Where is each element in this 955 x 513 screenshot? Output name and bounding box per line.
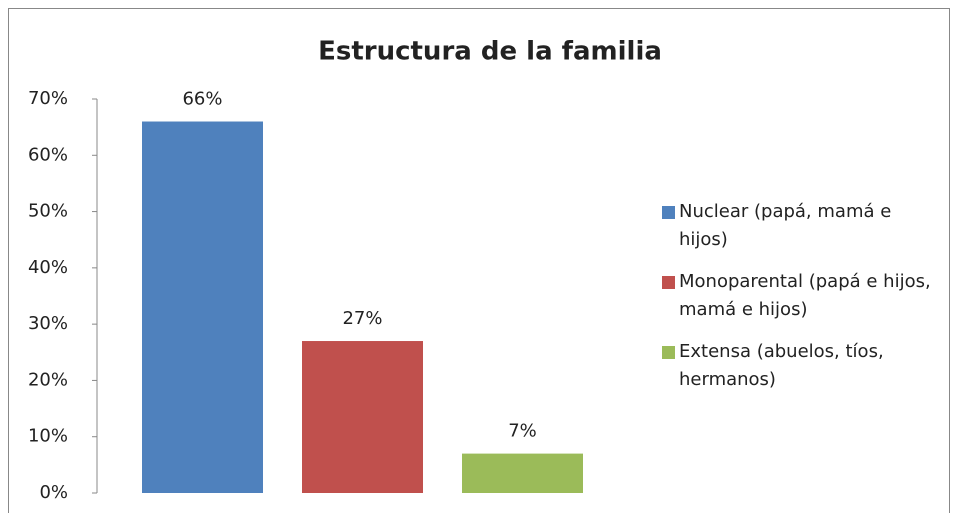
bar: [142, 121, 263, 493]
chart-title: Estructura de la familia: [318, 37, 662, 67]
data-label: 27%: [342, 308, 382, 329]
y-tick-label: 20%: [28, 369, 68, 390]
y-tick-label: 30%: [28, 313, 68, 334]
legend-swatch: [662, 346, 675, 359]
legend-item: Extensa (abuelos, tíos, hermanos): [662, 338, 937, 394]
y-tick-label: 0%: [39, 482, 68, 503]
legend-label: Extensa (abuelos, tíos, hermanos): [679, 341, 884, 390]
legend-label: Nuclear (papá, mamá e hijos): [679, 201, 892, 250]
bar: [462, 453, 583, 493]
legend-swatch: [662, 276, 675, 289]
data-label: 66%: [182, 89, 222, 110]
y-tick-label: 10%: [28, 426, 68, 447]
data-label: 7%: [508, 421, 537, 442]
legend-item: Monoparental (papá e hijos, mamá e hijos…: [662, 268, 937, 324]
legend-item: Nuclear (papá, mamá e hijos): [662, 198, 937, 254]
y-tick-label: 70%: [28, 88, 68, 109]
legend-label: Monoparental (papá e hijos, mamá e hijos…: [679, 271, 931, 320]
y-tick-label: 40%: [28, 257, 68, 278]
legend-swatch: [662, 206, 675, 219]
y-tick-label: 50%: [28, 201, 68, 222]
y-tick-label: 60%: [28, 144, 68, 165]
bar: [302, 341, 423, 493]
